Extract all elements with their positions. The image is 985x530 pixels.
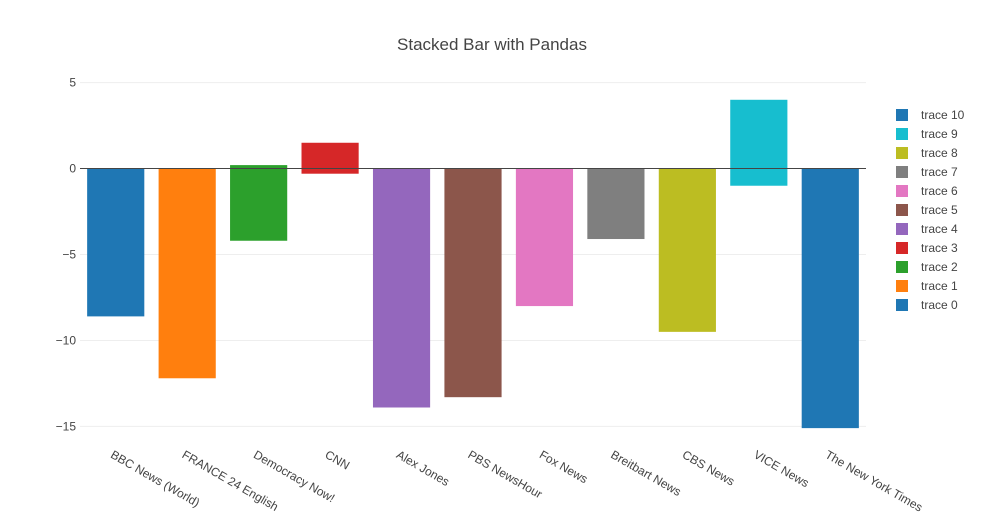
bar-trace-9-neg[interactable] bbox=[730, 168, 788, 186]
x-tick-label: Fox News bbox=[537, 447, 590, 486]
legend-item-trace-2[interactable]: trace 2 bbox=[896, 260, 958, 274]
legend-label: trace 0 bbox=[921, 298, 958, 312]
legend-swatch bbox=[896, 242, 908, 254]
legend-label: trace 4 bbox=[921, 222, 958, 236]
legend-label: trace 2 bbox=[921, 260, 958, 274]
bars-layer bbox=[87, 99, 859, 429]
bar-trace-6-neg[interactable] bbox=[515, 168, 574, 307]
legend-swatch bbox=[896, 204, 908, 216]
y-tick-label: 0 bbox=[69, 162, 76, 176]
legend-item-trace-7[interactable]: trace 7 bbox=[896, 165, 958, 179]
legend-swatch bbox=[896, 128, 908, 140]
legend-swatch bbox=[896, 147, 908, 159]
bar-trace-3-neg[interactable] bbox=[301, 168, 359, 174]
legend-label: trace 9 bbox=[921, 127, 958, 141]
legend-swatch bbox=[896, 166, 908, 178]
x-tick-label: Alex Jones bbox=[394, 447, 452, 488]
bar-trace-5-neg[interactable] bbox=[444, 168, 502, 398]
x-tick-label: CBS News bbox=[680, 447, 737, 488]
legend-item-trace-9[interactable]: trace 9 bbox=[896, 127, 958, 141]
legend-item-trace-3[interactable]: trace 3 bbox=[896, 241, 958, 255]
x-tick-label: VICE News bbox=[751, 447, 811, 490]
bar-trace-4-neg[interactable] bbox=[372, 168, 431, 408]
legend-item-trace-6[interactable]: trace 6 bbox=[896, 184, 958, 198]
legend-label: trace 10 bbox=[921, 108, 965, 122]
legend-item-trace-1[interactable]: trace 1 bbox=[896, 279, 958, 293]
y-axis: 5 0 −5 −10 −15 bbox=[56, 76, 77, 434]
x-tick-label: CNN bbox=[323, 447, 353, 472]
legend-label: trace 6 bbox=[921, 184, 958, 198]
legend-label: trace 1 bbox=[921, 279, 958, 293]
bar-trace-9-pos[interactable] bbox=[730, 99, 788, 169]
bar-trace-3-pos[interactable] bbox=[301, 142, 359, 169]
legend-item-trace-4[interactable]: trace 4 bbox=[896, 222, 958, 236]
y-tick-label: −15 bbox=[56, 419, 77, 433]
bar-trace-1-neg[interactable] bbox=[158, 168, 216, 379]
legend-item-trace-8[interactable]: trace 8 bbox=[896, 146, 958, 160]
x-tick-label: PBS NewsHour bbox=[466, 447, 545, 501]
legend-label: trace 7 bbox=[921, 165, 958, 179]
y-tick-label: −5 bbox=[62, 248, 76, 262]
legend-swatch bbox=[896, 185, 908, 197]
legend-item-trace-0[interactable]: trace 0 bbox=[896, 298, 958, 312]
legend: trace 10 trace 9 trace 8 trace 7 trace 6 trac… bbox=[896, 108, 965, 312]
bar-trace-0-neg[interactable] bbox=[87, 168, 145, 317]
legend-swatch bbox=[896, 280, 908, 292]
legend-item-trace-5[interactable]: trace 5 bbox=[896, 203, 958, 217]
legend-swatch bbox=[896, 109, 908, 121]
bar-trace-2-pos[interactable] bbox=[230, 165, 288, 169]
bar-trace-8-neg[interactable] bbox=[658, 168, 716, 332]
bar-trace-2-neg[interactable] bbox=[230, 168, 288, 241]
legend-label: trace 8 bbox=[921, 146, 958, 160]
legend-label: trace 5 bbox=[921, 203, 958, 217]
y-tick-label: −10 bbox=[56, 333, 77, 347]
legend-swatch bbox=[896, 299, 908, 311]
legend-item-trace-10[interactable]: trace 10 bbox=[896, 108, 965, 122]
legend-swatch bbox=[896, 261, 908, 273]
x-tick-label: Breitbart News bbox=[608, 447, 683, 498]
bar-trace-10-neg[interactable] bbox=[801, 168, 859, 429]
y-tick-label: 5 bbox=[69, 76, 76, 90]
bar-trace-7-neg[interactable] bbox=[587, 168, 645, 240]
x-tick-label: The New York Times bbox=[823, 447, 925, 514]
chart-title: Stacked Bar with Pandas bbox=[397, 35, 587, 54]
legend-swatch bbox=[896, 223, 908, 235]
legend-label: trace 3 bbox=[921, 241, 958, 255]
x-axis: BBC News (World)FRANCE 24 EnglishDemocra… bbox=[108, 447, 925, 514]
